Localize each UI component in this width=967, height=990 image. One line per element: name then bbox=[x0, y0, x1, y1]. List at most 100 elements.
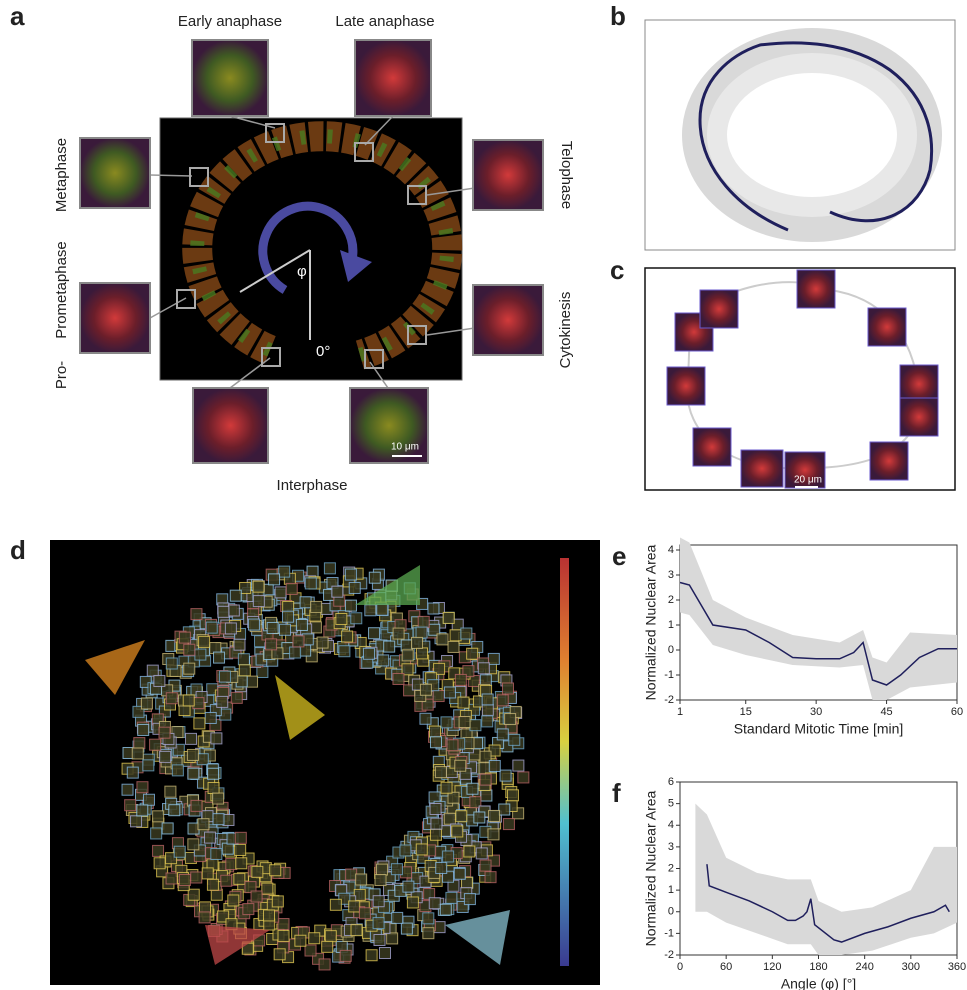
embedding-cell bbox=[441, 717, 452, 728]
embedding-cell bbox=[509, 734, 520, 745]
embedding-cell bbox=[239, 665, 250, 676]
embedding-cell bbox=[274, 949, 285, 960]
embedding-cell bbox=[458, 697, 469, 708]
embedding-cell bbox=[218, 606, 229, 617]
embedding-cell bbox=[166, 693, 177, 704]
embedding-cell bbox=[437, 634, 448, 645]
x-tick-label: 300 bbox=[902, 961, 920, 973]
embedding-cell bbox=[392, 912, 403, 923]
x-tick-label: 30 bbox=[810, 706, 822, 718]
embedding-cell bbox=[482, 704, 493, 715]
embedding-cell bbox=[377, 604, 388, 615]
phase-label: Interphase bbox=[277, 477, 348, 494]
x-tick-label: 45 bbox=[880, 706, 892, 718]
embedding-cell bbox=[225, 623, 236, 634]
y-tick-label: 0 bbox=[668, 644, 674, 656]
embedding-cell bbox=[455, 760, 466, 771]
embedding-cell bbox=[440, 904, 451, 915]
embedding-cell bbox=[267, 622, 278, 633]
embedding-cell bbox=[467, 648, 478, 659]
embedding-cell bbox=[513, 760, 524, 771]
embedding-cell bbox=[191, 609, 202, 620]
embedding-cell bbox=[433, 691, 444, 702]
embedding-cell bbox=[179, 632, 190, 643]
embedding-cell bbox=[446, 892, 457, 903]
embedding-cell bbox=[332, 586, 343, 597]
embedding-cell bbox=[199, 636, 210, 647]
embedding-cell bbox=[205, 832, 216, 843]
embedding-cell bbox=[125, 800, 136, 811]
x-tick-label: 360 bbox=[948, 961, 966, 973]
embedding-cell bbox=[272, 896, 283, 907]
x-tick-label: 120 bbox=[763, 961, 781, 973]
embedding-cell bbox=[221, 875, 232, 886]
y-tick-label: 0 bbox=[668, 906, 674, 918]
embedding-cell bbox=[500, 770, 511, 781]
embedding-cell bbox=[184, 663, 195, 674]
embedding-cell bbox=[435, 767, 446, 778]
x-axis-label: Standard Mitotic Time [min] bbox=[734, 721, 904, 737]
embedding-cell bbox=[447, 740, 458, 751]
embedding-cell bbox=[198, 819, 209, 830]
embedding-cell bbox=[262, 883, 273, 894]
embedding-cell bbox=[489, 810, 500, 821]
embedding-cell bbox=[480, 860, 491, 871]
embedding-cell bbox=[143, 794, 154, 805]
embedding-cell bbox=[393, 673, 404, 684]
embedding-cell bbox=[448, 641, 459, 652]
phase-label: Early anaphase bbox=[178, 13, 282, 30]
embedding-cell bbox=[251, 891, 262, 902]
scale-bar-label: 10 μm bbox=[391, 442, 419, 453]
embedding-cell bbox=[505, 714, 516, 725]
embedding-cell bbox=[290, 647, 301, 658]
phase-label: Metaphase bbox=[53, 138, 70, 212]
embedding-cell bbox=[228, 605, 239, 616]
embedding-cell bbox=[270, 865, 281, 876]
figure: φ 0° 10 μm Early anaphase Late anaphase … bbox=[0, 0, 967, 990]
embedding-cell bbox=[356, 874, 367, 885]
embedding-cell bbox=[183, 695, 194, 706]
embedding-cell bbox=[503, 819, 514, 830]
embedding-cell bbox=[295, 935, 306, 946]
embedding-cell bbox=[488, 829, 499, 840]
embedding-cell bbox=[401, 923, 412, 934]
embedding-cell bbox=[346, 869, 357, 880]
embedding-cell bbox=[489, 760, 500, 771]
embedding-cell bbox=[470, 720, 481, 731]
embedding-cell bbox=[174, 846, 185, 857]
embedding-cell bbox=[459, 717, 470, 728]
embedding-cell bbox=[482, 694, 493, 705]
scale-bar-label: 20 μm bbox=[794, 475, 822, 486]
embedding-cell bbox=[253, 581, 264, 592]
embedding-cell bbox=[137, 782, 148, 793]
phase-label: Prometaphase bbox=[53, 241, 70, 339]
embedding-cell bbox=[349, 582, 360, 593]
embedding-cell bbox=[131, 816, 142, 827]
embedding-cell bbox=[330, 899, 341, 910]
embedding-cell bbox=[231, 692, 242, 703]
panel-letter: d bbox=[10, 535, 26, 565]
embedding-cell bbox=[154, 675, 165, 686]
embedding-cell bbox=[228, 895, 239, 906]
embedding-cell bbox=[248, 619, 259, 630]
page: {"panel_letters": ["a", "b", "c", "d", "… bbox=[0, 0, 967, 990]
embedding-cell bbox=[497, 729, 508, 740]
embedding-cell bbox=[151, 828, 162, 839]
embedding-cell bbox=[253, 596, 264, 607]
embedding-cell bbox=[430, 726, 441, 737]
y-tick-label: 2 bbox=[668, 594, 674, 606]
embedding-cell bbox=[384, 641, 395, 652]
x-tick-label: 15 bbox=[740, 706, 752, 718]
embedding-cell bbox=[235, 832, 246, 843]
panel-letter: e bbox=[612, 541, 626, 571]
embedding-cell bbox=[264, 910, 275, 921]
embedding-cell bbox=[230, 590, 241, 601]
y-tick-label: -2 bbox=[664, 694, 674, 706]
y-tick-label: 2 bbox=[668, 862, 674, 874]
embedding-cell bbox=[454, 868, 465, 879]
embedding-cell bbox=[322, 941, 333, 952]
embedding-cell bbox=[252, 866, 263, 877]
embedding-cell bbox=[443, 612, 454, 623]
embedding-cell bbox=[222, 843, 233, 854]
embedding-cell bbox=[226, 859, 237, 870]
